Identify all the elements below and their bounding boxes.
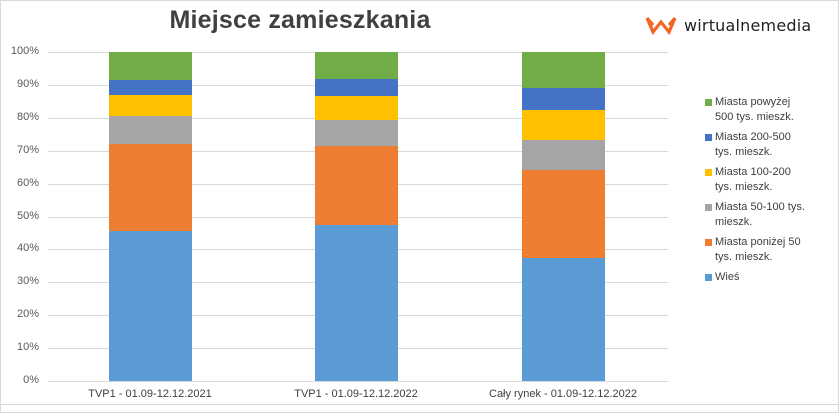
bar-segment — [522, 52, 605, 89]
bar-segment — [315, 96, 398, 120]
wm-logo-icon — [645, 16, 677, 35]
divider — [0, 404, 839, 405]
legend-swatch-icon — [705, 134, 712, 141]
bar-segment — [315, 52, 398, 80]
legend-swatch-icon — [705, 239, 712, 246]
bar-segment — [315, 146, 398, 226]
legend-label: Miasta powyżej 500 tys. mieszk. — [715, 96, 794, 123]
bar-segment — [109, 144, 192, 231]
y-tick-label: 20% — [16, 308, 39, 320]
bar-segment — [522, 88, 605, 110]
legend-item: Miasta poniżej 50 tys. mieszk. — [705, 235, 830, 264]
bar-segment — [522, 139, 605, 171]
bar-segment — [109, 230, 192, 381]
stacked-bar — [315, 52, 398, 381]
legend-label: Miasta 100-200 tys. mieszk. — [715, 166, 791, 193]
x-tick-label: TVP1 - 01.09-12.12.2022 — [294, 388, 418, 400]
legend-swatch-icon — [705, 204, 712, 211]
legend-swatch-icon — [705, 274, 712, 281]
legend-swatch-icon — [705, 99, 712, 106]
y-tick-label: 100% — [10, 45, 39, 57]
y-tick-label: 40% — [16, 242, 39, 254]
y-tick-label: 80% — [16, 111, 39, 123]
y-tick-label: 30% — [16, 275, 39, 287]
bar-segment — [109, 52, 192, 81]
legend-item: Miasta 200-500 tys. mieszk. — [705, 130, 830, 159]
bar-segment — [109, 116, 192, 145]
y-tick-label: 10% — [16, 341, 39, 353]
plot-area: 0% 10% 20% 30% 40% 50% 60% 70% 80% 90% 100% — [11, 45, 668, 386]
bar-segment — [109, 94, 192, 117]
legend: Miasta powyżej 500 tys. mieszk. Miasta 200… — [705, 95, 830, 291]
y-tick-label: 50% — [16, 210, 39, 222]
y-tick-label: 0% — [23, 374, 39, 386]
legend-label: Miasta 200-500 tys. mieszk. — [715, 131, 791, 158]
bar-segment — [109, 80, 192, 95]
stacked-bar — [522, 52, 605, 381]
legend-label: Miasta 50-100 tys. mieszk. — [715, 201, 805, 228]
chart-title: Miejsce zamieszkania — [169, 6, 431, 34]
bar-segment — [315, 225, 398, 381]
bar-segment — [315, 119, 398, 147]
legend-item: Miasta powyżej 500 tys. mieszk. — [705, 95, 830, 124]
bar-segment — [315, 79, 398, 97]
legend-item: Miasta 100-200 tys. mieszk. — [705, 165, 830, 194]
y-tick-label: 90% — [16, 78, 39, 90]
x-tick-label: TVP1 - 01.09-12.12.2021 — [88, 388, 212, 400]
bar-segment — [522, 257, 605, 381]
brand-logo: wirtualnemedia — [645, 15, 811, 35]
legend-item: Wieś — [705, 270, 830, 285]
stacked-bar — [109, 52, 192, 381]
x-tick-label: Cały rynek - 01.09-12.12.2022 — [489, 388, 637, 400]
legend-swatch-icon — [705, 169, 712, 176]
legend-label: Miasta poniżej 50 tys. mieszk. — [715, 236, 801, 263]
bar-segment — [522, 109, 605, 140]
legend-item: Miasta 50-100 tys. mieszk. — [705, 200, 830, 229]
y-tick-label: 70% — [16, 144, 39, 156]
logo-text: wirtualnemedia — [684, 15, 812, 35]
legend-label: Wieś — [715, 271, 740, 283]
y-tick-label: 60% — [16, 177, 39, 189]
bar-segment — [522, 170, 605, 258]
gridline — [48, 381, 668, 382]
